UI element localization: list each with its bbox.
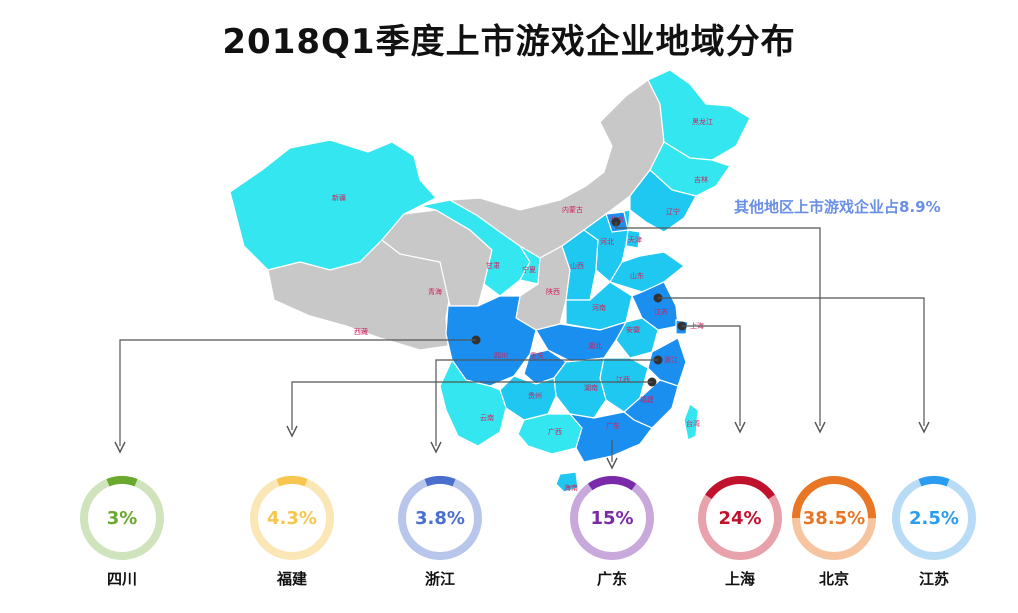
label-hunan: 湖南 <box>584 383 598 392</box>
donut-region-name: 江苏 <box>919 570 949 588</box>
connector-beijing <box>611 217 826 434</box>
connector-zhejiang <box>430 355 663 454</box>
donut-arc <box>250 476 334 560</box>
donut-arc <box>892 476 976 560</box>
label-tianjin: 天津 <box>628 236 642 244</box>
donut-region-name: 广东 <box>597 570 627 588</box>
donut-0: 3% 四川 <box>80 476 164 588</box>
donut-value-label: 4.3% <box>267 508 317 529</box>
arrowhead-beijing <box>814 421 826 434</box>
connector-fujian <box>286 377 657 438</box>
label-jiangsu: 江苏 <box>654 307 668 316</box>
leader-line-zhejiang <box>435 359 658 446</box>
region-hainan <box>555 471 579 493</box>
connector-sichuan <box>114 335 481 454</box>
leader-line-sichuan <box>119 339 476 446</box>
label-hubei: 湖北 <box>588 341 602 350</box>
region-ningxia <box>519 245 541 285</box>
donut-3: 15% 广东 <box>570 475 654 588</box>
donut-value-label: 3.8% <box>415 508 465 529</box>
label-shaanxi: 陕西 <box>546 287 560 296</box>
label-jiangxi: 江西 <box>616 376 630 384</box>
arrowhead-sichuan <box>114 441 126 454</box>
leader-line-jiangsu <box>658 297 925 426</box>
connector-guangdong <box>606 440 618 470</box>
label-qinghai: 青海 <box>428 287 442 296</box>
donut-region-name: 浙江 <box>425 570 455 588</box>
label-fujian: 福建 <box>640 395 654 404</box>
label-shandong: 山东 <box>630 271 644 280</box>
label-hebei: 河北 <box>600 238 614 246</box>
connector-shanghai <box>677 321 746 434</box>
donut-region-name: 福建 <box>276 570 308 588</box>
label-chongqing: 重庆 <box>530 351 544 360</box>
arrowhead-zhejiang <box>430 441 442 454</box>
label-taiwan: 台湾 <box>686 419 700 428</box>
donut-value-label: 15% <box>590 508 633 529</box>
label-sichuan: 四川 <box>494 352 508 360</box>
region-tianjin <box>625 229 641 249</box>
label-xizang: 西藏 <box>354 327 368 336</box>
label-liaoning: 辽宁 <box>666 207 680 216</box>
donut-arc <box>570 475 654 560</box>
donut-value-label: 38.5% <box>803 508 865 529</box>
leader-line-fujian <box>291 381 652 430</box>
region-guangdong <box>568 411 653 463</box>
label-jilin: 吉林 <box>694 175 708 184</box>
donut-arc <box>398 476 482 560</box>
donut-1: 4.3% 福建 <box>250 476 334 588</box>
label-shanxi: 山西 <box>570 261 584 270</box>
label-yunnan: 云南 <box>480 413 494 422</box>
arrowhead-shanghai <box>734 421 746 434</box>
label-hainan: 海南 <box>564 483 578 492</box>
label-gansu: 甘肃 <box>486 261 500 270</box>
label-ningxia: 宁夏 <box>522 265 536 274</box>
donut-5: 38.5% 北京 <box>792 476 876 588</box>
region-jiangsu <box>631 281 679 331</box>
donut-4: 24% 上海 <box>698 476 783 588</box>
donut-region-name: 四川 <box>107 570 137 588</box>
region-liaoning <box>629 169 697 233</box>
other-regions-annotation: 其他地区上市游戏企业占8.9% <box>734 198 941 216</box>
label-guangdong: 广东 <box>606 421 620 430</box>
donut-value-label: 2.5% <box>909 508 959 529</box>
donut-region-name: 北京 <box>819 570 849 588</box>
donut-6: 2.5% 江苏 <box>892 476 976 588</box>
connector-lines <box>114 217 930 470</box>
label-guizhou: 贵州 <box>528 391 542 400</box>
donut-arc <box>80 476 164 560</box>
connector-jiangsu <box>653 293 930 434</box>
arrowhead-fujian <box>286 425 298 438</box>
label-guangxi: 广西 <box>548 427 562 436</box>
label-henan: 河南 <box>592 303 606 312</box>
label-heilongjiang: 黑龙江 <box>692 117 713 126</box>
chart-title: 2018Q1季度上市游戏企业地域分布 <box>222 22 796 62</box>
donut-arc <box>792 476 876 560</box>
leader-line-beijing <box>615 222 821 426</box>
region-heilongjiang <box>647 69 751 161</box>
donut-value-label: 3% <box>107 508 138 529</box>
leader-line-shanghai <box>682 325 741 426</box>
arrowhead-jiangsu <box>918 421 930 434</box>
region-taiwan <box>683 403 699 441</box>
label-xinjiang: 新疆 <box>332 193 346 202</box>
donut-2: 3.8% 浙江 <box>398 476 482 588</box>
donut-region-name: 上海 <box>725 570 755 588</box>
arrowhead-guangdong <box>606 457 618 470</box>
region-henan <box>565 281 633 331</box>
china-map <box>229 69 751 493</box>
label-zhejiang: 浙江 <box>664 355 678 364</box>
donut-rings: 3% 四川 4.3% 福建 3.8% 浙江 15% 广东 24% 上海 38.5% 北京 2.5% 江苏 <box>80 475 976 588</box>
donut-arc <box>698 476 783 560</box>
region-hunan <box>553 357 607 419</box>
label-neimenggu: 内蒙古 <box>562 205 583 214</box>
label-anhui: 安徽 <box>626 325 640 334</box>
donut-value-label: 24% <box>718 508 761 529</box>
